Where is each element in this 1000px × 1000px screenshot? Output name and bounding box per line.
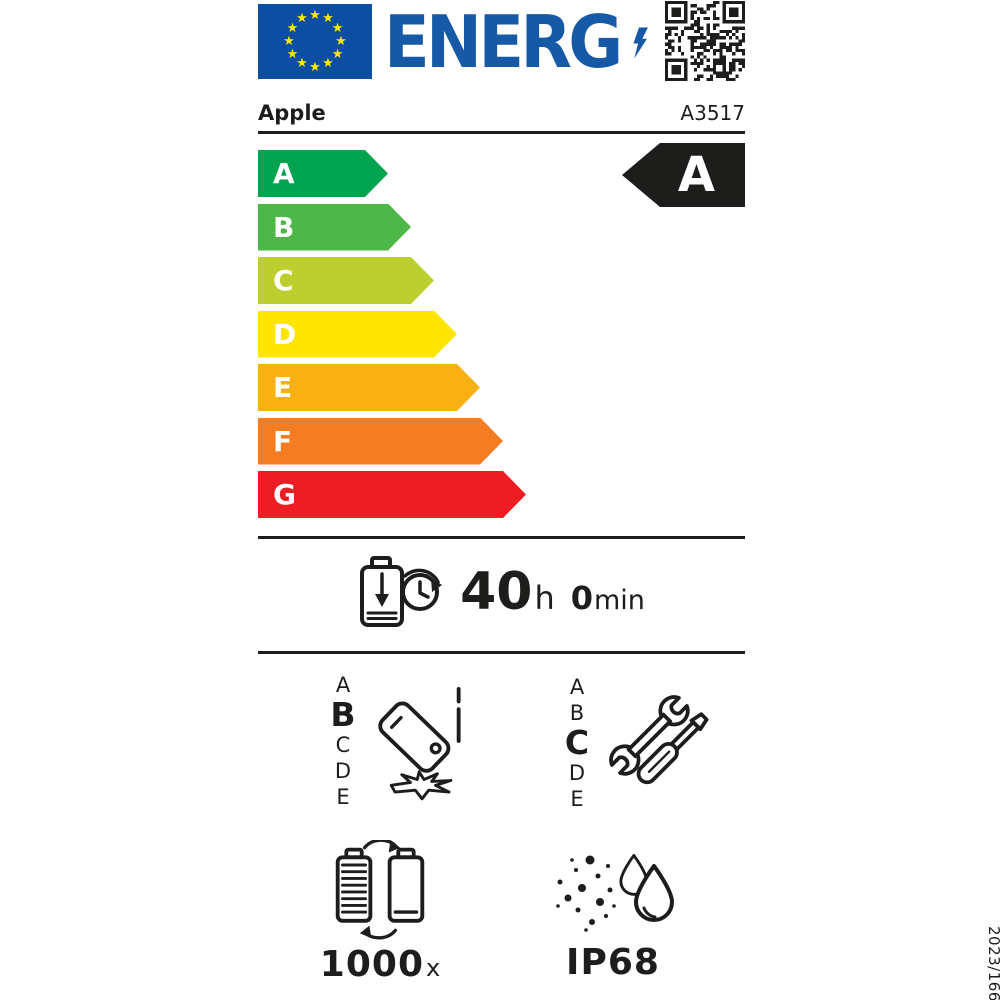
- eu-star-icon: ★: [322, 56, 334, 72]
- class-arrow-letter: F: [273, 424, 293, 458]
- class-arrow-letter: D: [273, 317, 297, 351]
- scale-letter-c-rated: C: [564, 723, 590, 762]
- scale-letter-e: E: [336, 785, 350, 809]
- class-arrow-letter: C: [273, 264, 294, 297]
- model-number: A3517: [680, 101, 745, 125]
- class-arrow-letter: B: [273, 210, 295, 244]
- scale-letter-c: C: [335, 733, 351, 757]
- eu-star-icon: ★: [331, 46, 344, 62]
- eu-flag: ★ ★ ★ ★ ★ ★ ★ ★ ★ ★ ★ ★: [258, 4, 372, 79]
- eu-star-icon: ★: [322, 10, 334, 26]
- scale-letter-d: D: [334, 759, 352, 783]
- battery-cycles-unit: x: [426, 954, 441, 982]
- class-arrow-letter: E: [273, 371, 293, 404]
- scale-letter-d: D: [568, 761, 586, 785]
- divider: [258, 651, 745, 654]
- eu-star-icon: ★: [296, 10, 308, 26]
- class-arrow-e: E: [258, 364, 480, 411]
- battery-minutes-unit: min: [594, 585, 645, 616]
- regulation-number: 2023/1669: [985, 926, 1000, 1000]
- dust-water-icon: [556, 854, 674, 932]
- brand-row: Apple A3517: [258, 101, 745, 134]
- eu-star-icon: ★: [283, 33, 295, 49]
- lightning-bolt-icon: [633, 27, 649, 59]
- rated-class-letter: A: [677, 147, 716, 203]
- eu-star-icon: ★: [309, 7, 321, 23]
- class-arrow-letter: A: [273, 157, 295, 190]
- ip-rating: IP68: [566, 942, 660, 983]
- eu-star-icon: ★: [331, 20, 344, 36]
- rated-class-arrow: A: [622, 143, 745, 207]
- class-arrow-c: C: [258, 257, 434, 304]
- battery-endurance-row: 40 h 0 min: [258, 554, 745, 630]
- class-arrow-a: A: [258, 150, 388, 197]
- qr-code-icon: [665, 1, 745, 81]
- class-arrow-f: F: [258, 418, 503, 465]
- eu-star-icon: ★: [296, 56, 308, 72]
- energ-logo: ENERG: [384, 4, 650, 80]
- battery-cycle-icon: [335, 840, 425, 940]
- scale-letter-b: B: [569, 701, 585, 725]
- repair-tools-icon: [609, 695, 709, 785]
- battery-minutes-value: 0: [570, 579, 593, 617]
- brand-name: Apple: [258, 101, 326, 125]
- scale-letter-a: A: [335, 673, 351, 697]
- battery-cycles-value: 1000: [319, 944, 424, 985]
- eu-star-icon: ★: [286, 20, 299, 36]
- class-arrow-b: B: [258, 204, 411, 251]
- eu-star-icon: ★: [309, 59, 321, 75]
- eu-star-icon: ★: [335, 33, 347, 49]
- scale-letter-b-rated: B: [330, 695, 356, 734]
- divider: [258, 536, 745, 539]
- battery-cycles-block: 1000 x: [320, 840, 440, 985]
- battery-endurance-icon: [360, 556, 443, 627]
- falling-phone-icon: [378, 687, 461, 801]
- class-arrow-g: G: [258, 471, 526, 518]
- eu-star-icon: ★: [286, 46, 299, 62]
- scale-letter-e: E: [570, 787, 584, 811]
- ingress-protection-block: IP68: [548, 846, 678, 983]
- battery-hours-value: 40: [460, 562, 533, 622]
- energ-logo-text: ENERG: [384, 0, 623, 84]
- class-arrow-d: D: [258, 311, 457, 358]
- battery-hours-unit: h: [534, 579, 555, 617]
- class-arrow-letter: G: [273, 478, 296, 511]
- scale-letter-a: A: [569, 675, 585, 699]
